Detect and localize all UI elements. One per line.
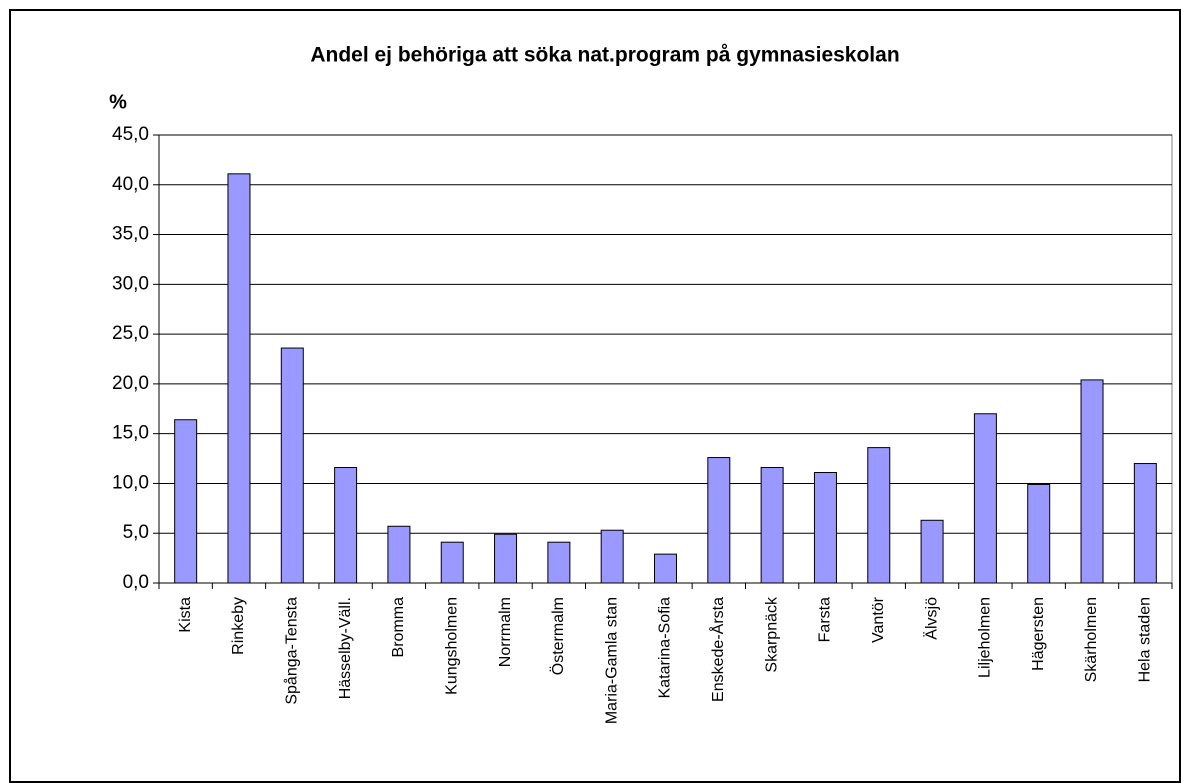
x-tick-label: Rinkeby <box>230 597 247 655</box>
bar <box>174 419 198 584</box>
bar <box>334 467 358 584</box>
y-tick-label: 30,0 <box>112 273 149 294</box>
chart-title: Andel ej behöriga att söka nat.program p… <box>310 44 899 67</box>
x-tick-label: Maria-Gamla stan <box>603 597 620 724</box>
y-tick-label: 20,0 <box>112 373 149 394</box>
y-axis-label: % <box>109 91 127 113</box>
bar <box>707 457 731 584</box>
bar <box>654 553 677 584</box>
bar <box>1080 379 1104 584</box>
bar <box>387 525 411 584</box>
x-tick-label: Hela staden <box>1137 597 1154 682</box>
x-tick-label: Spånga-Tensta <box>283 597 301 705</box>
x-tick-label: Kista <box>177 597 194 633</box>
bar <box>920 519 944 584</box>
x-tick-label: Skarpnäck <box>763 596 780 673</box>
x-tick-label: Hägersten <box>1030 597 1047 671</box>
y-tick-label: 35,0 <box>112 224 149 245</box>
bar <box>1027 483 1051 584</box>
bar <box>760 467 784 584</box>
y-tick-label: 15,0 <box>112 423 149 444</box>
x-tick-label: Bromma <box>390 597 407 658</box>
bar <box>494 533 518 584</box>
bar <box>973 413 997 584</box>
plot-area <box>158 134 1173 584</box>
x-tick-label: Skärholmen <box>1083 597 1100 682</box>
bar <box>227 173 251 584</box>
x-tick-label: Norrmalm <box>497 597 514 667</box>
x-tick-label: Enskede-Årsta <box>708 597 727 702</box>
bar <box>813 471 837 584</box>
x-tick-label: Liljeholmen <box>977 597 994 678</box>
y-tick-label: 5,0 <box>123 522 149 543</box>
bar <box>547 541 571 584</box>
y-tick-label: 10,0 <box>112 472 149 493</box>
y-tick-label: 40,0 <box>112 174 149 195</box>
y-tick-label: 25,0 <box>112 323 149 344</box>
y-tick-label: 45,0 <box>112 124 149 145</box>
bar <box>867 447 891 584</box>
x-tick-label: Kungsholmen <box>443 597 460 695</box>
x-tick-label: Vantör <box>870 596 887 643</box>
x-tick-label: Farsta <box>817 597 834 642</box>
x-tick-label: Katarina-Sofia <box>657 597 674 698</box>
bar <box>1133 463 1157 584</box>
bar <box>280 347 304 584</box>
x-tick-label: Hässelby-Väll. <box>337 597 354 699</box>
bar <box>600 529 624 584</box>
bar <box>440 541 464 584</box>
y-tick-label: 0,0 <box>123 572 149 593</box>
x-tick-label: Älvsjö <box>922 597 940 640</box>
x-tick-label: Östermalm <box>549 597 567 675</box>
